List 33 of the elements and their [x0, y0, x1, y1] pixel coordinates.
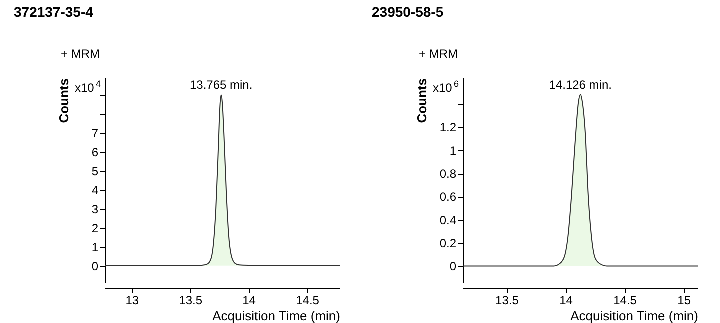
- x-tick-label: 14.5: [614, 294, 638, 308]
- chart-title: 23950-58-5: [372, 4, 444, 20]
- annotation: 14.126 min.: [549, 78, 612, 92]
- y-tick-label: 0.8: [440, 167, 457, 182]
- x-tick-label: 13.5: [496, 294, 520, 308]
- x-tick-label: 13: [126, 294, 140, 308]
- y-tick-label: 1: [450, 144, 457, 158]
- y-tick-label: 5: [92, 164, 99, 179]
- y-tick-label: 2: [92, 221, 99, 236]
- y-tick-label: 1: [92, 240, 99, 254]
- x-tick-label: 14.5: [296, 294, 320, 308]
- y-tick-label: 1.2: [440, 120, 457, 135]
- y-tick-label: 0.4: [440, 213, 457, 228]
- x-axis-title: Acquisition Time (min): [570, 308, 698, 323]
- y-tick-label: 4: [92, 183, 99, 198]
- x-tick-label: 13.5: [179, 294, 203, 308]
- y-tick-label: 0: [92, 259, 99, 274]
- x-tick-label: 15: [678, 294, 692, 308]
- y-tick-label: 3: [92, 202, 99, 216]
- y-tick-label: 0: [450, 260, 457, 274]
- x-tick-label: 14: [560, 294, 574, 308]
- x-tick-label: 14: [242, 294, 256, 308]
- y-tick-label: 0.2: [440, 236, 457, 251]
- chart-title: 372137-35-4: [14, 4, 94, 20]
- y-tick-label: 7: [92, 126, 99, 141]
- y-axis-title: Counts: [56, 78, 72, 124]
- text: + MRM: [61, 47, 100, 61]
- x-axis-title: Acquisition Time (min): [212, 308, 340, 323]
- y-axis-title: Counts: [414, 78, 430, 124]
- text: + MRM: [419, 47, 458, 61]
- annotation: 13.765 min.: [190, 78, 253, 92]
- y-tick-label: 6: [92, 146, 99, 160]
- y-tick-label: 0.6: [440, 190, 457, 204]
